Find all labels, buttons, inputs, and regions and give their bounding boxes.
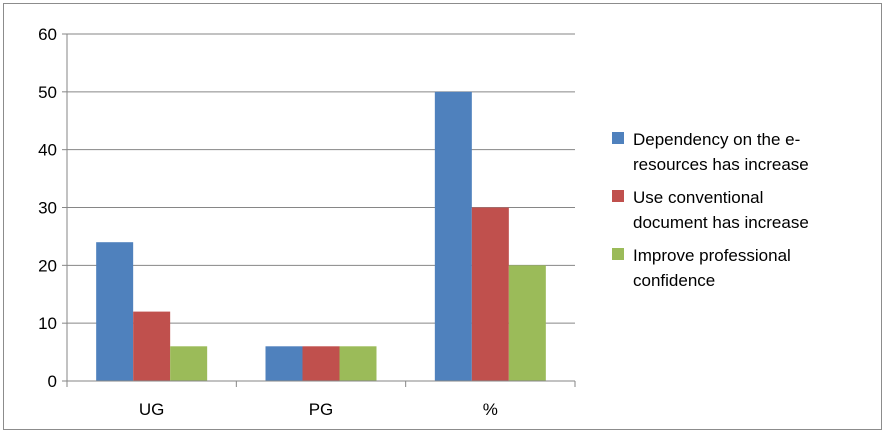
bar bbox=[339, 346, 377, 381]
bar bbox=[508, 265, 546, 381]
x-tick-label: % bbox=[483, 400, 498, 419]
bar-chart: 0 10 20 30 40 50 60 UG PG% Dependency on the e-… bbox=[38, 25, 809, 419]
x-axis-tick-labels: UG PG% bbox=[66, 381, 576, 419]
legend-swatch bbox=[612, 248, 624, 260]
y-tick-label: 40 bbox=[38, 141, 57, 160]
y-tick-label: 30 bbox=[38, 199, 57, 218]
legend-label: resources has increase bbox=[633, 155, 809, 174]
legend-swatch bbox=[612, 132, 624, 144]
legend-item: Dependency on the e-resources has increa… bbox=[612, 130, 809, 174]
y-axis-tick-labels: 0 10 20 30 40 50 60 bbox=[38, 25, 57, 391]
legend-label: Use conventional bbox=[633, 188, 763, 207]
x-tick-label: UG bbox=[139, 400, 165, 419]
bar bbox=[96, 242, 134, 381]
y-tick-label: 50 bbox=[38, 83, 57, 102]
x-tick-label: PG bbox=[309, 400, 334, 419]
bar bbox=[265, 346, 303, 381]
legend-swatch bbox=[612, 190, 624, 202]
legend: Dependency on the e-resources has increa… bbox=[612, 130, 809, 290]
y-tick-label: 0 bbox=[48, 372, 57, 391]
axes bbox=[66, 34, 575, 382]
bar bbox=[434, 91, 472, 381]
legend-label: Improve professional bbox=[633, 246, 791, 265]
legend-label: Dependency on the e- bbox=[633, 130, 800, 149]
bar bbox=[170, 346, 208, 381]
y-tick-label: 10 bbox=[38, 314, 57, 333]
bar bbox=[471, 207, 509, 381]
bar bbox=[302, 346, 340, 381]
y-tick-label: 20 bbox=[38, 256, 57, 275]
legend-item: Use conventional document has increase bbox=[612, 188, 809, 232]
legend-label: confidence bbox=[633, 271, 715, 290]
legend-label: document has increase bbox=[633, 213, 809, 232]
bar bbox=[133, 311, 171, 381]
chart-frame: 0 10 20 30 40 50 60 UG PG% Dependency on the e-… bbox=[3, 3, 882, 430]
y-tick-label: 60 bbox=[38, 25, 57, 44]
legend-item: Improve professional confidence bbox=[612, 246, 791, 290]
bars bbox=[96, 91, 546, 381]
